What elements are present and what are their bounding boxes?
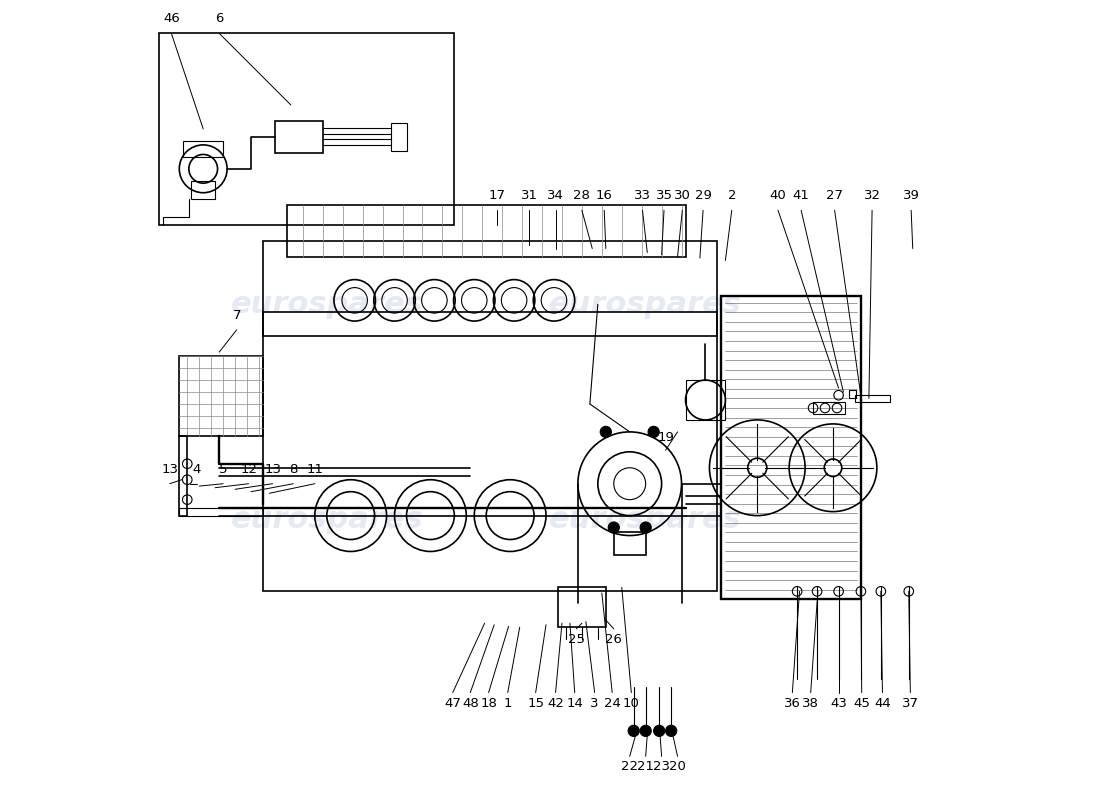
Text: 27: 27	[826, 190, 843, 202]
Circle shape	[653, 726, 664, 737]
Text: 46: 46	[163, 12, 179, 26]
Text: 36: 36	[784, 697, 801, 710]
Text: eurospares: eurospares	[549, 505, 742, 534]
Bar	[184, 141, 223, 157]
Bar	[722, 296, 861, 599]
Bar	[179, 356, 263, 436]
Text: 7: 7	[232, 309, 241, 322]
Text: 13: 13	[162, 462, 178, 476]
Text: 6: 6	[214, 12, 223, 26]
Bar	[179, 436, 187, 515]
Text: 1: 1	[504, 697, 512, 710]
Text: 4: 4	[192, 462, 201, 476]
Text: 28: 28	[573, 190, 591, 202]
Text: 15: 15	[527, 697, 544, 710]
Text: 29: 29	[694, 190, 712, 202]
Text: 45: 45	[854, 697, 870, 710]
Text: 32: 32	[864, 190, 881, 202]
Text: 5: 5	[219, 462, 228, 476]
Bar	[275, 121, 322, 153]
Text: 11: 11	[306, 462, 323, 476]
Bar	[849, 390, 856, 398]
Text: 10: 10	[623, 697, 640, 710]
Text: 35: 35	[656, 190, 672, 202]
Text: 48: 48	[462, 697, 478, 710]
Bar	[855, 395, 890, 402]
Text: 17: 17	[488, 190, 505, 202]
Bar	[191, 181, 216, 199]
Bar	[558, 587, 606, 627]
Text: 33: 33	[634, 190, 651, 202]
Text: 16: 16	[596, 190, 613, 202]
Text: 30: 30	[674, 190, 691, 202]
Text: 2: 2	[727, 190, 736, 202]
Text: 39: 39	[903, 190, 920, 202]
Circle shape	[628, 726, 639, 737]
Text: 34: 34	[547, 190, 564, 202]
Text: 23: 23	[653, 760, 670, 774]
Text: 26: 26	[605, 633, 623, 646]
Text: 21: 21	[637, 760, 654, 774]
Text: eurospares: eurospares	[230, 290, 424, 319]
Text: 42: 42	[547, 697, 564, 710]
Text: 3: 3	[591, 697, 598, 710]
Text: 8: 8	[289, 462, 297, 476]
Bar	[263, 312, 717, 591]
Text: 13: 13	[264, 462, 282, 476]
Text: 22: 22	[621, 760, 638, 774]
Text: 41: 41	[793, 190, 810, 202]
Bar	[287, 205, 685, 257]
Text: 40: 40	[770, 190, 786, 202]
Bar	[179, 508, 263, 515]
Text: 31: 31	[520, 190, 538, 202]
Text: 44: 44	[874, 697, 891, 710]
Bar	[390, 122, 407, 151]
Text: 20: 20	[669, 760, 686, 774]
Circle shape	[666, 726, 676, 737]
Circle shape	[608, 522, 619, 533]
Bar	[614, 531, 646, 555]
Circle shape	[640, 522, 651, 533]
Text: 37: 37	[902, 697, 918, 710]
Circle shape	[648, 426, 659, 438]
Bar	[160, 34, 454, 225]
Text: 47: 47	[444, 697, 461, 710]
Bar	[813, 402, 845, 414]
Text: 25: 25	[568, 633, 585, 646]
Circle shape	[640, 726, 651, 737]
Text: 24: 24	[604, 697, 620, 710]
Text: 18: 18	[481, 697, 497, 710]
Text: 14: 14	[566, 697, 583, 710]
Text: 43: 43	[830, 697, 847, 710]
Circle shape	[601, 426, 612, 438]
Text: 19: 19	[657, 431, 674, 444]
Bar	[685, 380, 725, 420]
Text: eurospares: eurospares	[549, 290, 742, 319]
Text: 38: 38	[802, 697, 820, 710]
Text: 12: 12	[240, 462, 257, 476]
Text: eurospares: eurospares	[230, 505, 424, 534]
Bar	[263, 241, 717, 336]
